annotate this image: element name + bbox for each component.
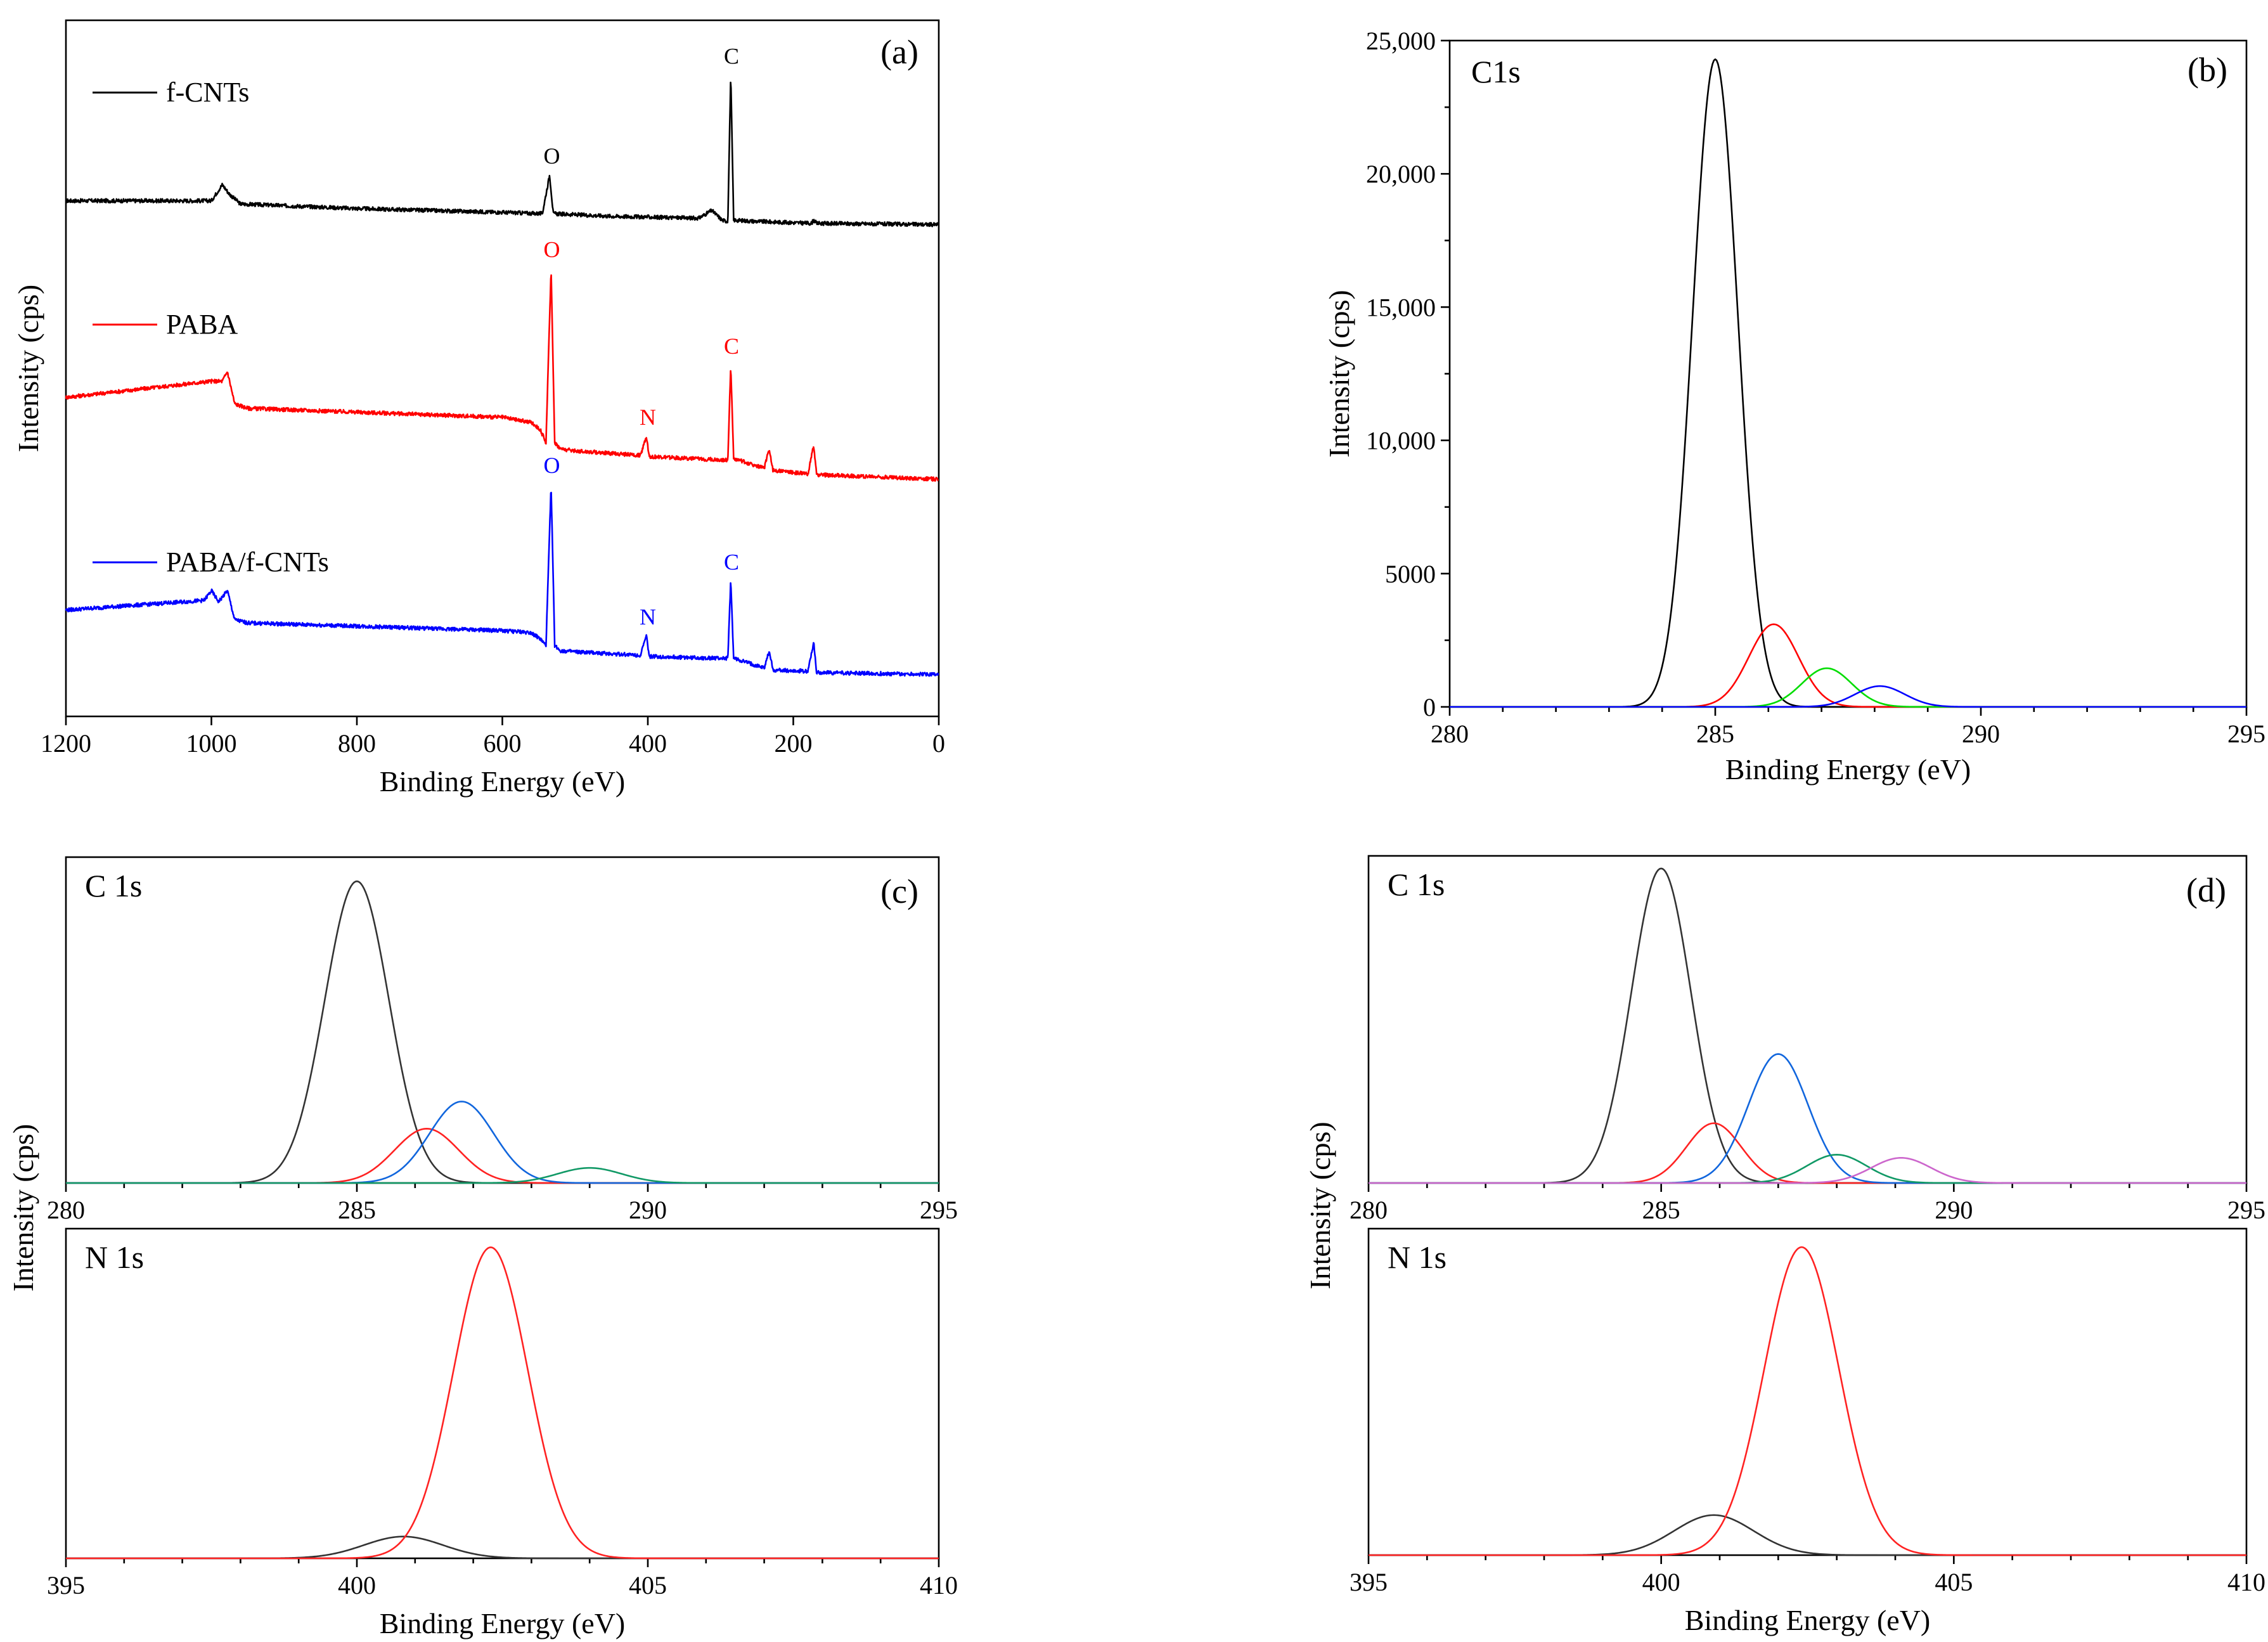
panel-c-n1s-component-1 [66, 1535, 939, 1560]
panel-a-peak-annotation: C [724, 333, 739, 359]
panel-a-x-tick-label: 600 [484, 729, 522, 758]
panel-a-peak-annotation: C [724, 43, 739, 68]
panel-c-c1s-x-tick-label: 290 [629, 1196, 667, 1224]
panel-a-series-PABA/f-CNTs [65, 491, 939, 677]
panel-a-frame [65, 19, 940, 718]
panel-d-c1s-component-2 [1369, 1122, 2246, 1184]
panel-b-x-tick-label: 295 [2227, 720, 2265, 748]
panel-b-y-tick-label: 15,000 [1366, 293, 1436, 321]
panel-a-peak-annotation: C [724, 550, 739, 575]
panel-d-n1s-frame [1367, 1227, 2248, 1556]
panel-c-n1s-x-tick-label: 400 [338, 1571, 376, 1600]
panel-a-ylabel: Intensity (cps) [12, 285, 44, 452]
panel-d-c1s-x-tick-label: 295 [2227, 1196, 2265, 1224]
panel-c-ylabel: Intensity (cps) [7, 1124, 39, 1291]
panel-b-x-tick-label: 285 [1696, 720, 1734, 748]
panel-d-n1s-x-tick-label: 400 [1642, 1568, 1680, 1596]
panel-b-y-tick-label: 5000 [1385, 560, 1436, 588]
panel-d-c1s-component-4 [1369, 1154, 2246, 1184]
panel-b-frame [1448, 39, 2248, 708]
panel-b-label: (b) [2187, 51, 2227, 89]
panel-a-peak-annotation: O [544, 453, 560, 478]
panel-a-xlabel: Binding Energy (eV) [380, 765, 626, 798]
panel-a-peak-annotation: O [544, 143, 560, 169]
panel-b-x-tick-label: 290 [1962, 720, 2000, 748]
panel-d-n1s-component-1 [1369, 1514, 2246, 1556]
panel-b-ylabel: Intensity (cps) [1323, 290, 1355, 457]
panel-b-x-tick-label: 280 [1431, 720, 1469, 748]
panel-d-c1s-component-3 [1369, 1053, 2246, 1184]
panel-d-n1s-x-tick-label: 395 [1350, 1568, 1388, 1596]
panel-a-x-tick-label: 800 [338, 729, 376, 758]
panel-c-n1s-x-tick-label: 395 [47, 1571, 85, 1600]
panel-d-c1s-x-tick-label: 280 [1350, 1196, 1388, 1224]
panel-c-c1s-frame [65, 856, 940, 1184]
panel-c-c1s-core-label: C 1s [85, 868, 142, 903]
panel-b-y-tick-label: 10,000 [1366, 427, 1436, 455]
panel-b-component-3 [1450, 667, 2246, 708]
panel-b-core-label: C1s [1471, 54, 1521, 89]
panel-c-label: (c) [880, 872, 918, 910]
panel-a-legend-label: PABA/f-CNTs [166, 546, 329, 578]
panel-c-n1s-core-label: N 1s [85, 1239, 144, 1275]
panel-b-y-tick-label: 20,000 [1366, 160, 1436, 188]
panel-c-xlabel: Binding Energy (eV) [380, 1607, 626, 1639]
panel-c-c1s-component-4 [66, 1167, 939, 1184]
panel-d-c1s-core-label: C 1s [1388, 867, 1445, 902]
panel-c-c1s-x-tick-label: 295 [920, 1196, 958, 1224]
panel-d-c1s-x-tick-label: 285 [1642, 1196, 1680, 1224]
panel-c-n1s-frame [65, 1227, 940, 1560]
panel-b-y-tick-label: 25,000 [1366, 27, 1436, 55]
panel-c-n1s-x-tick-label: 405 [629, 1571, 667, 1600]
panel-a-peak-annotation: N [640, 404, 656, 430]
panel-d-c1s-component-1 [1369, 867, 2246, 1184]
panel-b-component-4 [1450, 685, 2246, 708]
panel-d-n1s-x-tick-label: 405 [1935, 1568, 1973, 1596]
panel-d-c1s-x-tick-label: 290 [1935, 1196, 1973, 1224]
panel-d-c1s-frame [1367, 855, 2248, 1184]
panel-d-n1s-x-tick-label: 410 [2227, 1568, 2265, 1596]
panel-c-c1s-x-tick-label: 280 [47, 1196, 85, 1224]
panel-a-label: (a) [880, 33, 918, 71]
panel-d-ylabel: Intensity (cps) [1304, 1122, 1336, 1289]
panel-d-n1s-core-label: N 1s [1388, 1239, 1446, 1275]
panel-d-c1s-component-5 [1369, 1157, 2246, 1184]
panel-d-n1s-component-2 [1369, 1246, 2246, 1556]
panel-a-peak-annotation: O [544, 236, 560, 262]
panel-c-c1s-component-1 [66, 880, 939, 1184]
panel-a-x-tick-label: 0 [932, 729, 945, 758]
panel-a-x-tick-label: 1200 [41, 729, 91, 758]
panel-a-x-tick-label: 200 [775, 729, 813, 758]
panel-c-c1s-x-tick-label: 285 [338, 1196, 376, 1224]
panel-c-n1s-component-2 [66, 1246, 939, 1560]
panel-a-series-PABA [65, 274, 939, 482]
panel-d-xlabel: Binding Energy (eV) [1685, 1604, 1931, 1636]
panel-d-label: (d) [2186, 871, 2226, 909]
panel-a-peak-annotation: N [640, 604, 656, 630]
panel-a-legend-label: PABA [166, 309, 238, 340]
panel-a-x-tick-label: 400 [629, 729, 667, 758]
panel-c-c1s-component-3 [66, 1101, 939, 1184]
panel-b-xlabel: Binding Energy (eV) [1725, 753, 1971, 785]
panel-a-series-f-CNTs [65, 81, 939, 228]
panel-a-legend-label: f-CNTs [166, 77, 249, 108]
panel-b-component-2 [1450, 623, 2246, 708]
panel-c-n1s-x-tick-label: 410 [920, 1571, 958, 1600]
panel-c-c1s-component-2 [66, 1128, 939, 1184]
panel-b-y-tick-label: 0 [1423, 693, 1436, 721]
panel-a-x-tick-label: 1000 [186, 729, 237, 758]
panel-b-component-1 [1450, 58, 2246, 708]
